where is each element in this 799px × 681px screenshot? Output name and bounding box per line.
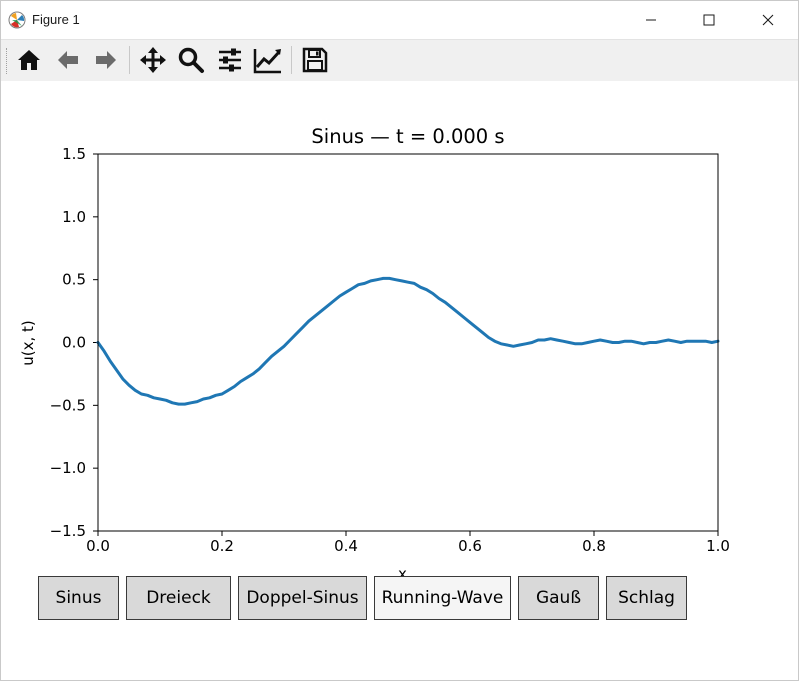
- edit-axes-icon: [253, 49, 281, 74]
- y-axis-label: u(x, t): [19, 320, 37, 366]
- plot-area-frame: [97, 153, 719, 532]
- app-icon: [8, 11, 26, 29]
- maximize-button[interactable]: [686, 1, 732, 39]
- y-tick-label: −0.5: [50, 396, 86, 414]
- toolbar-separator: [291, 46, 292, 74]
- navigation-toolbar: [1, 39, 798, 82]
- running-wave-button[interactable]: Running-Wave: [374, 576, 511, 620]
- close-button[interactable]: [745, 1, 791, 39]
- edit-axes-button[interactable]: [252, 44, 284, 76]
- home-icon: [18, 50, 40, 70]
- maximize-icon: [703, 14, 715, 26]
- pan-button[interactable]: [137, 44, 169, 76]
- gauss-button[interactable]: Gauß: [518, 576, 599, 620]
- save-icon: [302, 47, 328, 73]
- zoom-button[interactable]: [175, 44, 207, 76]
- y-tick-label: 1.0: [62, 208, 86, 226]
- line-chart: Sinus — t = 0.000 s u(x, t) 0.0 0.2 0.4 0.6…: [19, 125, 730, 555]
- configure-subplots-button[interactable]: [214, 44, 246, 76]
- y-tick-label: 1.5: [62, 145, 86, 163]
- doppel-sinus-button[interactable]: Doppel-Sinus: [238, 576, 367, 620]
- x-tick-label: 0.6: [458, 537, 482, 555]
- subplots-config-icon: [219, 48, 241, 72]
- forward-button[interactable]: [90, 44, 122, 76]
- x-tick-label: 0.2: [210, 537, 234, 555]
- sinus-button[interactable]: Sinus: [38, 576, 119, 620]
- y-tick-label: 0.5: [62, 271, 86, 289]
- x-tick-label: 0.0: [86, 537, 110, 555]
- x-tick-label: 1.0: [706, 537, 730, 555]
- figure-canvas: Sinus — t = 0.000 s u(x, t) 0.0 0.2 0.4 0.6…: [1, 81, 798, 680]
- minimize-icon: [646, 19, 656, 21]
- zoom-icon: [178, 47, 204, 73]
- y-tick-label: −1.5: [50, 522, 86, 540]
- forward-arrow-icon: [96, 51, 116, 69]
- back-button[interactable]: [52, 44, 84, 76]
- x-tick-label: 0.8: [582, 537, 606, 555]
- pan-icon: [140, 47, 166, 73]
- schlag-button[interactable]: Schlag: [606, 576, 687, 620]
- home-button[interactable]: [13, 44, 45, 76]
- save-button[interactable]: [299, 44, 331, 76]
- chart-title: Sinus — t = 0.000 s: [311, 125, 504, 148]
- y-tick-label: 0.0: [62, 334, 86, 352]
- back-arrow-icon: [58, 51, 78, 69]
- window-title: Figure 1: [32, 12, 80, 27]
- title-bar: Figure 1: [1, 1, 798, 39]
- x-tick-label: 0.4: [334, 537, 358, 555]
- series-line: [96, 276, 720, 406]
- dreieck-button[interactable]: Dreieck: [126, 576, 231, 620]
- x-axis-label: x: [398, 567, 407, 576]
- minimize-button[interactable]: [628, 1, 674, 39]
- toolbar-grip: [6, 48, 9, 74]
- toolbar-separator: [129, 46, 130, 74]
- close-icon: [762, 14, 774, 26]
- y-tick-label: −1.0: [50, 459, 86, 477]
